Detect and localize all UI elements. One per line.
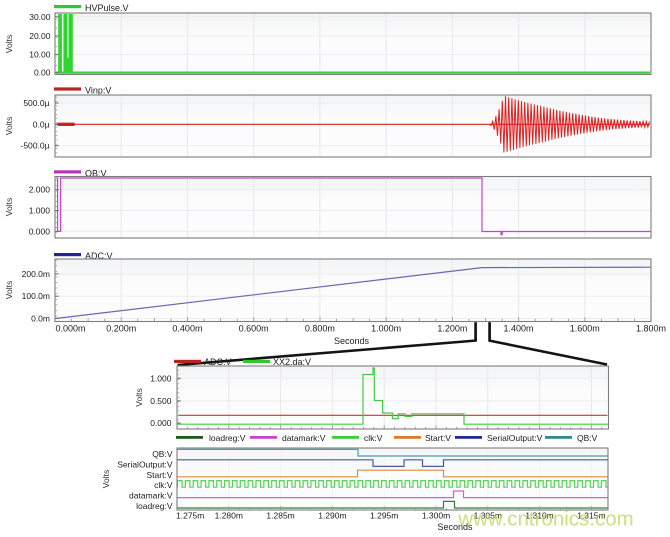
svg-text:Volts: Volts: [4, 281, 14, 299]
svg-text:clk:V: clk:V: [364, 433, 383, 443]
svg-text:0.000m: 0.000m: [56, 324, 86, 334]
svg-text:0.0µ: 0.0µ: [33, 119, 50, 129]
svg-text:1.310m: 1.310m: [525, 510, 553, 520]
svg-text:1.300m: 1.300m: [422, 510, 450, 520]
svg-text:10.00: 10.00: [29, 49, 51, 59]
svg-text:200.0m: 200.0m: [22, 269, 50, 279]
svg-text:Volts: Volts: [134, 388, 144, 406]
svg-text:datamark:V: datamark:V: [129, 491, 173, 501]
svg-text:1.280m: 1.280m: [215, 510, 243, 520]
svg-text:loadreg:V: loadreg:V: [136, 501, 173, 511]
svg-text:Seconds: Seconds: [437, 522, 473, 532]
svg-text:2.000: 2.000: [29, 185, 51, 195]
svg-text:1.285m: 1.285m: [266, 510, 294, 520]
svg-text:Volts: Volts: [4, 198, 14, 216]
svg-text:XX2.da:V: XX2.da:V: [273, 357, 311, 367]
svg-text:Start:V: Start:V: [147, 470, 173, 480]
svg-text:ADC:V: ADC:V: [85, 251, 113, 261]
svg-text:1.295m: 1.295m: [370, 510, 398, 520]
svg-text:1.600m: 1.600m: [570, 324, 600, 334]
svg-text:Volts: Volts: [101, 470, 111, 488]
svg-text:20.00: 20.00: [29, 31, 51, 41]
svg-text:0.400m: 0.400m: [172, 324, 202, 334]
svg-text:Vinp:V: Vinp:V: [85, 86, 111, 96]
svg-text:1.000m: 1.000m: [371, 324, 401, 334]
svg-text:ADC:V: ADC:V: [204, 357, 232, 367]
svg-text:1.290m: 1.290m: [318, 510, 346, 520]
svg-text:100.0m: 100.0m: [22, 291, 50, 301]
svg-text:QB:V: QB:V: [85, 168, 107, 178]
svg-text:1.000: 1.000: [29, 206, 51, 216]
svg-text:-500.0µ: -500.0µ: [21, 141, 50, 151]
svg-text:Volts: Volts: [4, 117, 14, 135]
svg-text:Seconds: Seconds: [334, 336, 370, 346]
svg-text:1.315m: 1.315m: [577, 510, 605, 520]
svg-text:1.200m: 1.200m: [437, 324, 467, 334]
svg-text:SerialOutput:V: SerialOutput:V: [117, 459, 173, 469]
svg-text:30.00: 30.00: [29, 12, 51, 22]
svg-text:datamark:V: datamark:V: [282, 433, 326, 443]
svg-text:0.500: 0.500: [150, 396, 172, 406]
svg-text:www.cntronics.com: www.cntronics.com: [457, 508, 633, 531]
svg-text:clk:V: clk:V: [154, 480, 173, 490]
svg-text:0.800m: 0.800m: [305, 324, 335, 334]
svg-text:SerialOutput:V: SerialOutput:V: [487, 433, 543, 443]
svg-text:Start:V: Start:V: [425, 433, 451, 443]
svg-text:loadreg:V: loadreg:V: [209, 433, 246, 443]
svg-text:0.200m: 0.200m: [106, 324, 136, 334]
svg-text:HVPulse.V: HVPulse.V: [85, 3, 129, 13]
svg-text:0.00: 0.00: [34, 67, 51, 77]
svg-text:1.400m: 1.400m: [504, 324, 534, 334]
svg-text:1.275m: 1.275m: [176, 510, 204, 520]
svg-text:0.600m: 0.600m: [239, 324, 269, 334]
svg-text:QB:V: QB:V: [577, 433, 598, 443]
svg-text:Volts: Volts: [4, 35, 14, 53]
svg-text:0.0m: 0.0m: [31, 314, 50, 324]
svg-text:0.000: 0.000: [29, 226, 51, 236]
svg-text:1.305m: 1.305m: [474, 510, 502, 520]
svg-text:0.000: 0.000: [150, 418, 172, 428]
svg-text:1.000: 1.000: [150, 373, 172, 383]
svg-text:500.0µ: 500.0µ: [23, 98, 49, 108]
svg-text:1.800m: 1.800m: [636, 324, 666, 334]
svg-text:QB:V: QB:V: [152, 449, 173, 459]
